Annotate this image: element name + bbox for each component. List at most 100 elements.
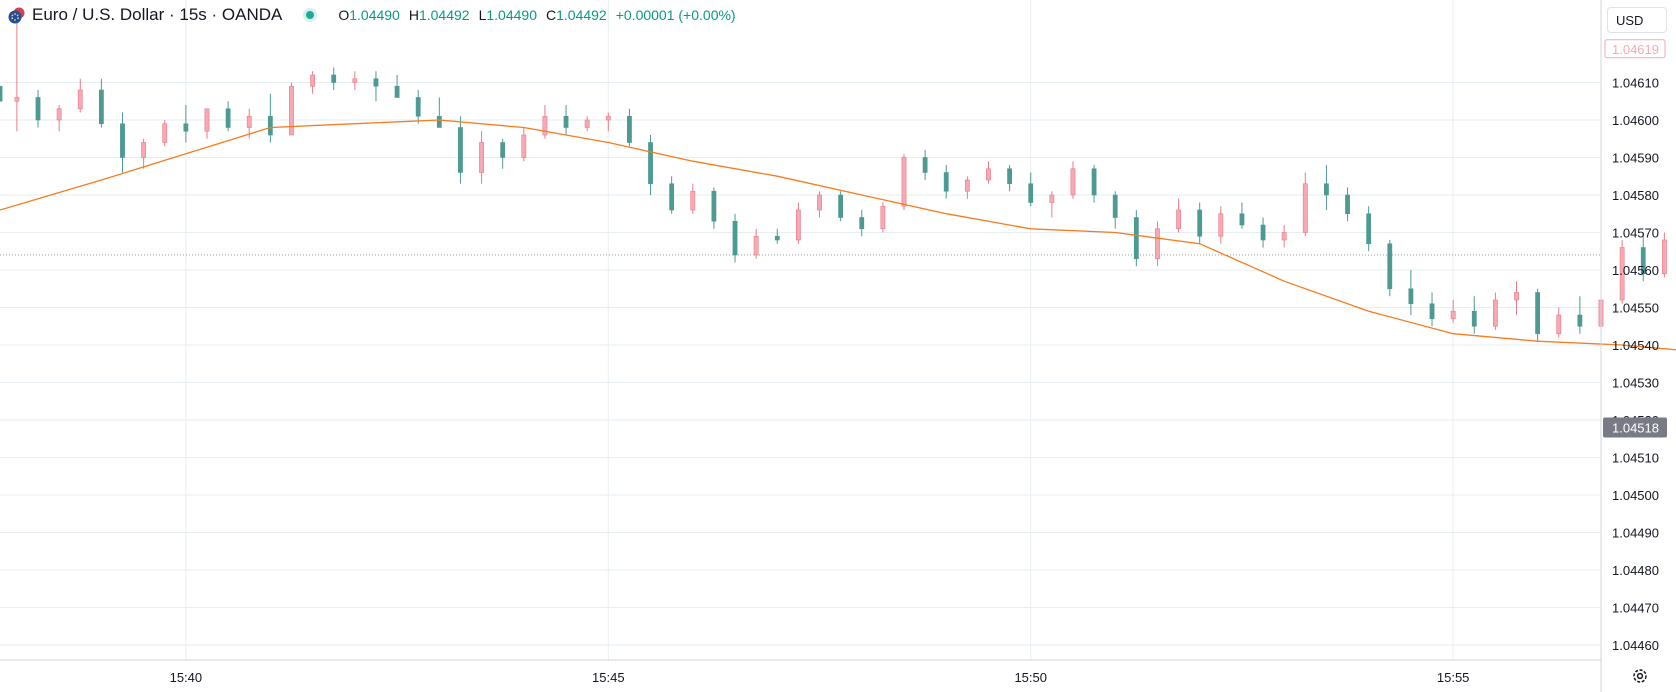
candle-down xyxy=(1429,292,1435,327)
candle-down xyxy=(563,105,569,135)
candle-down xyxy=(415,90,421,124)
candle-down xyxy=(774,228,780,244)
candle-up xyxy=(77,78,83,113)
candle-up xyxy=(521,127,527,162)
candle-body xyxy=(1091,168,1097,196)
candle-down xyxy=(711,187,717,229)
candle-up xyxy=(584,116,590,132)
candle-up xyxy=(964,176,970,199)
candle-up xyxy=(880,202,886,233)
candle-up xyxy=(1281,225,1287,248)
high-label: H xyxy=(408,7,419,23)
currency-selector[interactable]: USD xyxy=(1607,7,1667,33)
candle-body xyxy=(1049,194,1055,203)
candle-body xyxy=(373,78,379,87)
candle-up xyxy=(1514,281,1519,315)
candle-down xyxy=(1028,172,1034,207)
candle-body xyxy=(859,217,865,230)
candle-body xyxy=(1408,288,1414,305)
candle-up xyxy=(1176,198,1181,233)
low-label: L xyxy=(478,7,487,23)
price-tick-label: 1.04530 xyxy=(1612,376,1659,391)
price-tick-label: 1.04550 xyxy=(1612,301,1659,316)
candle-body xyxy=(352,78,358,83)
candle-down xyxy=(183,105,189,143)
candle-down xyxy=(394,75,400,98)
candle-down xyxy=(1091,165,1097,203)
candle-body xyxy=(964,179,970,192)
candle-body xyxy=(838,194,844,218)
candle-body xyxy=(394,85,400,98)
candle-body xyxy=(922,157,928,173)
candle-body xyxy=(1239,213,1245,226)
high-price-badge-label: 1.04619 xyxy=(1612,42,1659,57)
last-price-badge-label: 1.04518 xyxy=(1612,421,1659,436)
candle-up xyxy=(986,161,991,184)
candle-down xyxy=(1640,232,1646,282)
candle-down xyxy=(1133,210,1139,267)
candle-body xyxy=(479,142,484,173)
candle-down xyxy=(648,135,653,195)
time-tick-label: 15:55 xyxy=(1437,670,1470,685)
candle-body xyxy=(14,97,20,102)
candle-body xyxy=(986,168,991,181)
candle-body xyxy=(1619,247,1625,301)
candle-down xyxy=(1324,165,1329,210)
candle-down xyxy=(436,97,442,128)
candle-down xyxy=(98,78,104,128)
candle-body xyxy=(563,115,569,128)
candle-body xyxy=(584,119,590,128)
candle-body xyxy=(1661,239,1667,275)
candle-body xyxy=(1112,194,1118,218)
candle-body xyxy=(436,115,442,128)
candle-up xyxy=(479,131,484,184)
price-tick-label: 1.04510 xyxy=(1612,451,1659,466)
price-badges: 1.04619 1.04518 xyxy=(1603,39,1667,438)
candle-body xyxy=(1345,194,1350,215)
candle-down xyxy=(1197,202,1203,244)
eur-usd-flag-icon xyxy=(8,6,26,24)
candle-body xyxy=(1535,292,1541,335)
symbol-title[interactable]: Euro / U.S. Dollar · 15s · OANDA xyxy=(32,5,283,24)
candle-body xyxy=(1429,303,1435,320)
chart-grid xyxy=(0,0,1601,660)
candle-body xyxy=(267,115,273,136)
candle-up xyxy=(690,183,696,214)
candle-body xyxy=(56,108,62,121)
candle-body xyxy=(1260,224,1266,241)
candle-body xyxy=(521,134,527,158)
candle-body xyxy=(943,172,949,192)
candle-body xyxy=(1324,183,1329,196)
candle-body xyxy=(331,74,337,83)
candle-up xyxy=(542,105,548,139)
candle-body xyxy=(711,190,717,222)
candle-up xyxy=(141,138,147,169)
price-tick-label: 1.04460 xyxy=(1612,638,1659,653)
price-tick-label: 1.04470 xyxy=(1612,601,1659,616)
candle-body xyxy=(817,194,822,211)
candle-body xyxy=(415,97,421,117)
time-tick-label: 15:50 xyxy=(1014,670,1047,685)
candle-down xyxy=(1239,202,1245,229)
candle-body xyxy=(774,235,780,241)
candle-body xyxy=(1176,209,1181,230)
candlestick-series xyxy=(0,15,1667,342)
candle-down xyxy=(267,93,273,143)
price-tick-label: 1.04560 xyxy=(1612,263,1659,278)
candle-body xyxy=(183,123,189,132)
candle-body xyxy=(1281,232,1287,241)
candle-body xyxy=(732,220,738,256)
settings-gear-icon[interactable] xyxy=(1630,666,1650,686)
candle-down xyxy=(922,150,928,180)
candle-down xyxy=(35,90,41,128)
candle-up xyxy=(795,202,801,244)
candle-body xyxy=(458,127,463,173)
candle-body xyxy=(1302,183,1308,233)
candle-body xyxy=(77,89,83,110)
candle-down xyxy=(1112,191,1118,229)
candle-down xyxy=(1577,296,1583,334)
candle-up xyxy=(352,71,358,90)
price-tick-label: 1.04540 xyxy=(1612,338,1659,353)
candle-body xyxy=(542,115,548,136)
